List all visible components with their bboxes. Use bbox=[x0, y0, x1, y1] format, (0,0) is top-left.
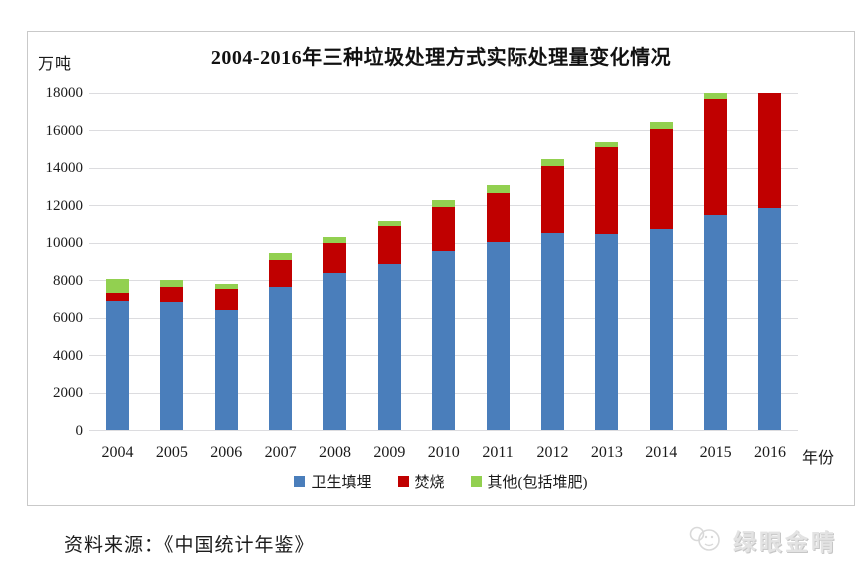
bar-segment-2006 bbox=[214, 283, 238, 289]
gridline bbox=[89, 92, 798, 94]
x-tick-label: 2016 bbox=[753, 443, 786, 461]
legend-label: 其他(包括堆肥) bbox=[487, 474, 588, 491]
y-tick-label: 2000 bbox=[53, 385, 83, 401]
x-tick-label: 2009 bbox=[373, 443, 406, 461]
bar-segment-2012 bbox=[540, 166, 564, 234]
bar-segment-2009 bbox=[377, 225, 401, 264]
bar-segment-2016 bbox=[758, 93, 782, 208]
y-tick-label: 4000 bbox=[53, 347, 83, 364]
bar-segment-2011 bbox=[486, 184, 510, 194]
bar-segment-2004 bbox=[106, 278, 129, 293]
bar-segment-2012 bbox=[540, 158, 564, 167]
bar-segment-2014 bbox=[649, 129, 673, 230]
bar-segment-2007 bbox=[269, 287, 293, 431]
x-axis-title: 年份 bbox=[802, 449, 835, 467]
bar-segment-2009 bbox=[377, 263, 401, 431]
y-tick-label: 18000 bbox=[45, 85, 84, 101]
legend-label: 焚烧 bbox=[414, 474, 445, 491]
gridline bbox=[89, 430, 798, 431]
x-tick-label: 2010 bbox=[427, 443, 460, 461]
y-tick-label: 6000 bbox=[53, 310, 83, 326]
legend-swatch-icon bbox=[397, 475, 409, 487]
bar-segment-2008 bbox=[323, 272, 347, 431]
y-tick-label: 8000 bbox=[53, 272, 83, 289]
legend-swatch-icon bbox=[294, 475, 306, 487]
bar-segment-2011 bbox=[486, 193, 510, 242]
bar-segment-2013 bbox=[595, 233, 619, 431]
bar-segment-2006 bbox=[214, 310, 238, 431]
bar-segment-2007 bbox=[269, 253, 293, 261]
legend: 卫生填埋 焚烧 其他(包括堆肥) bbox=[28, 470, 854, 492]
y-tick-label: 0 bbox=[75, 422, 84, 439]
y-axis-unit-label: 万吨 bbox=[38, 56, 73, 73]
x-tick-label: 2014 bbox=[645, 443, 678, 461]
chart-title: 2004-2016年三种垃圾处理方式实际处理量变化情况 bbox=[210, 47, 672, 69]
chart-figure: 万吨 2004-2016年三种垃圾处理方式实际处理量变化情况 0 2000 4000… bbox=[27, 31, 855, 506]
legend-label: 卫生填埋 bbox=[311, 474, 372, 491]
bar-segment-2004 bbox=[106, 292, 129, 302]
watermark-logo-icon bbox=[689, 526, 720, 551]
bar-segment-2013 bbox=[595, 141, 619, 147]
bar-segment-2004 bbox=[106, 301, 129, 431]
bar-segment-2016 bbox=[758, 208, 782, 431]
y-tick-label: 12000 bbox=[45, 197, 84, 214]
watermark: 绿眼金晴 bbox=[687, 523, 837, 557]
y-tick-label: 10000 bbox=[45, 235, 84, 251]
x-tick-label: 2008 bbox=[318, 443, 351, 461]
bar-segment-2008 bbox=[323, 237, 347, 244]
x-tick-label: 2004 bbox=[101, 443, 134, 461]
bar-segment-2011 bbox=[486, 241, 510, 431]
legend-swatch-icon bbox=[470, 475, 482, 487]
plot-area: 0 2000 4000 6000 8000 10000 12000 14000 16000 180… bbox=[28, 32, 854, 505]
source-note: 资料来源：《中国统计年鉴》 bbox=[64, 535, 315, 556]
bar-segment-2015 bbox=[704, 99, 728, 216]
bar-segment-2015 bbox=[704, 93, 728, 100]
bar-segment-2007 bbox=[269, 260, 293, 288]
x-tick-label: 2011 bbox=[482, 443, 514, 461]
legend-item: 其他(包括堆肥) bbox=[470, 471, 588, 492]
bar-segment-2014 bbox=[649, 229, 673, 431]
bar-segment-2005 bbox=[160, 279, 184, 288]
x-tick-label: 2012 bbox=[536, 443, 569, 461]
gridline bbox=[89, 167, 798, 169]
bar-segment-2010 bbox=[432, 207, 456, 251]
bar-segment-2010 bbox=[432, 199, 456, 208]
watermark-text: 绿眼金晴 bbox=[733, 530, 837, 555]
legend-item: 焚烧 bbox=[397, 471, 445, 492]
x-tick-label: 2013 bbox=[590, 443, 623, 461]
bar-segment-2009 bbox=[377, 221, 401, 226]
bar-segment-2006 bbox=[214, 289, 238, 311]
x-tick-label: 2005 bbox=[155, 443, 188, 461]
legend-item: 卫生填埋 bbox=[294, 471, 372, 492]
x-tick-label: 2006 bbox=[210, 443, 243, 461]
bar-segment-2005 bbox=[160, 301, 184, 431]
bar-segment-2005 bbox=[160, 287, 184, 302]
bar-segment-2013 bbox=[595, 146, 619, 234]
bar-segment-2008 bbox=[323, 243, 347, 273]
bar-segment-2015 bbox=[704, 215, 728, 431]
y-tick-label: 14000 bbox=[45, 160, 84, 176]
bar-segment-2010 bbox=[432, 250, 456, 431]
bar-segment-2014 bbox=[649, 122, 673, 130]
y-tick-label: 16000 bbox=[45, 122, 84, 139]
x-tick-label: 2015 bbox=[699, 443, 732, 461]
x-tick-label: 2007 bbox=[264, 443, 297, 461]
bar-segment-2012 bbox=[540, 233, 564, 431]
gridline bbox=[89, 130, 798, 131]
